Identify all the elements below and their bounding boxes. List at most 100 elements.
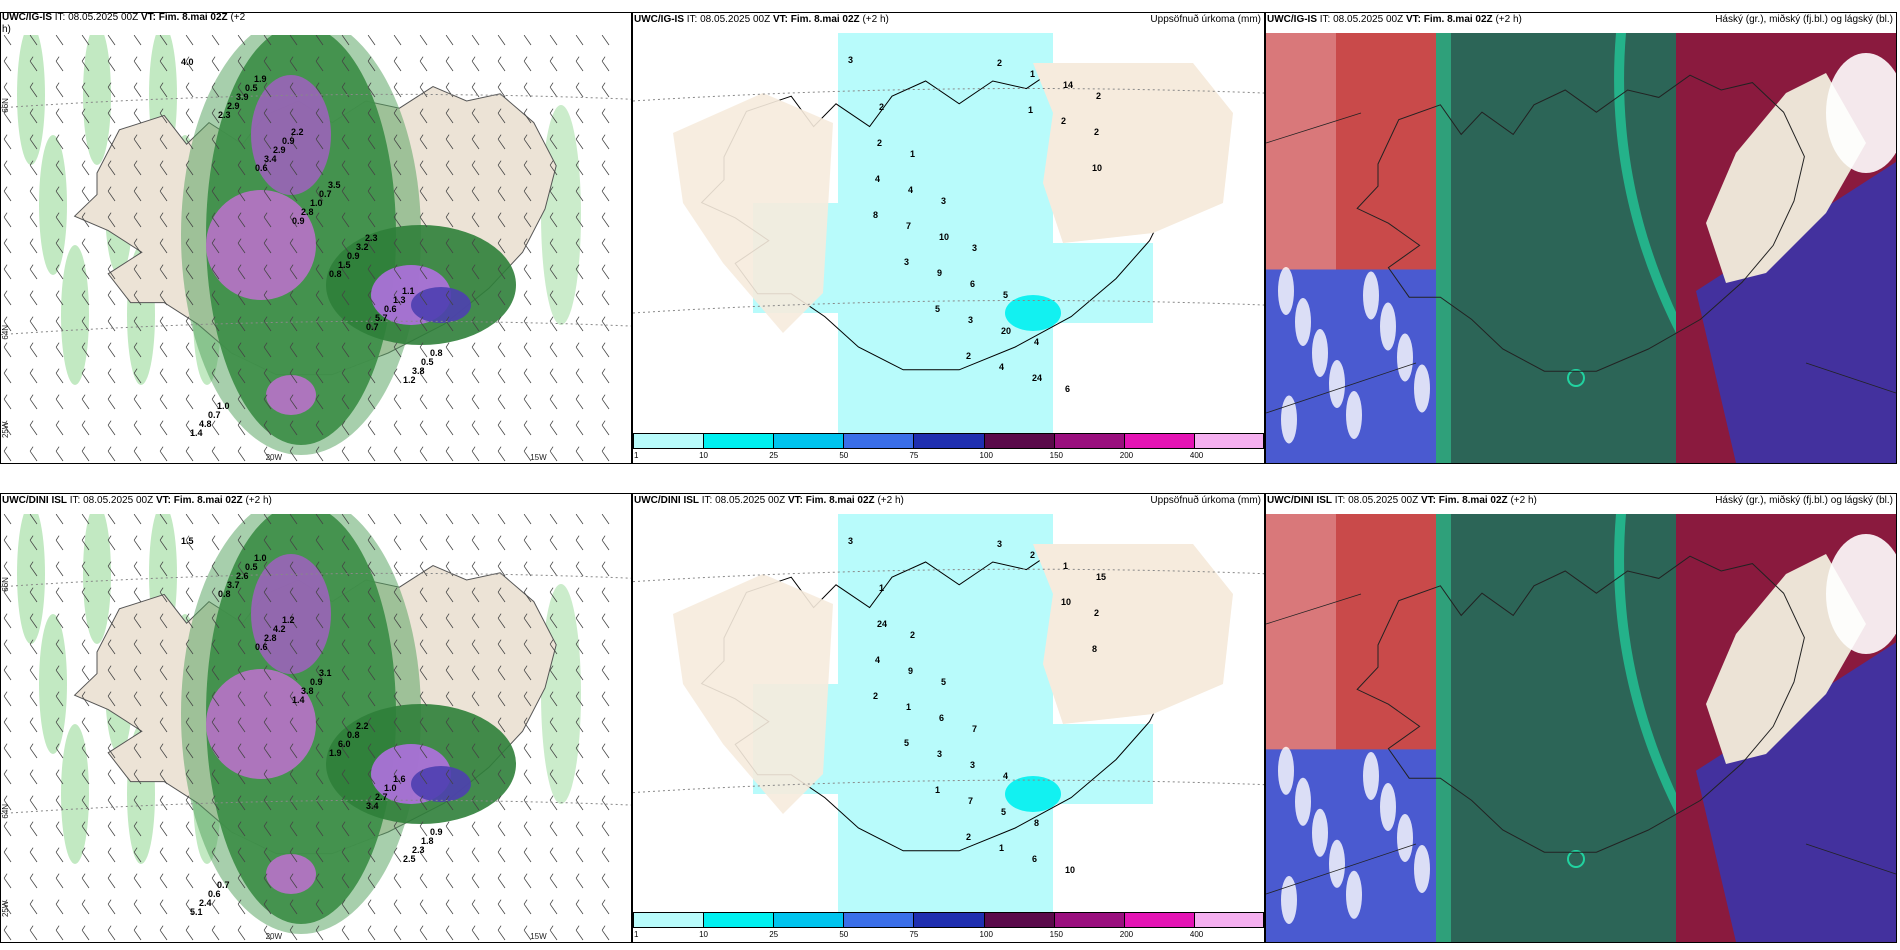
accum-label: 6 [939,713,944,723]
wind-barb [523,160,532,176]
accum-label: 5 [941,677,946,687]
accum-label: 7 [968,796,973,806]
wind-barb [237,587,246,603]
wind-barb [497,290,506,306]
wind-barb [159,535,168,551]
wind-barb [523,665,532,681]
wind-barb [575,717,584,733]
wind-barb [159,587,168,603]
wind-barb [419,691,428,707]
wind-barb [367,264,376,280]
wind-barb [523,108,532,124]
cloud-cover-map [1266,33,1896,463]
wind-barb [315,899,324,915]
wind-barb [185,160,194,176]
accum-label: 10 [939,232,949,242]
wind-barb [55,56,64,72]
cloud-gap [1397,814,1413,862]
wind-barb [601,160,610,176]
wind-barb [393,316,402,332]
lon-label: 25W [1,900,10,917]
wind-barb [549,665,558,681]
colorbar [633,433,1264,449]
wind-barb [133,821,142,837]
wind-barb [133,82,142,98]
wind-barb [289,368,298,384]
wind-barb [237,134,246,150]
wind-barb [367,613,376,629]
wind-barb [29,665,38,681]
wind-barb [471,290,480,306]
wind-barb [159,368,168,384]
wind-barb [601,82,610,98]
accum-precip-map: 3 2 1 3 3 5 4 6 2 2 4 10 6 20 24 14 2 4 7 9 3 4 1 2 10 8 3 5 2 2 1 [633,33,1264,433]
wind-barb [3,665,12,681]
wind-barb [133,847,142,863]
wind-barb [393,238,402,254]
wind-barb [55,186,64,202]
wind-barb [211,342,220,358]
wind-barb [471,264,480,280]
precip-area [206,190,316,300]
precip-label: 1.0 [384,783,397,793]
cloud-cover-map [1266,514,1896,942]
wind-barb [263,420,272,436]
precip-label: 4.0 [181,57,194,67]
wind-barb [263,290,272,306]
panel-bot-right: UWC/DINI ISL IT: 08.05.2025 00Z VT: Fim.… [1265,493,1897,943]
wind-barb [315,769,324,785]
wind-barb [133,134,142,150]
precip-label: 1.0 [254,553,267,563]
wind-barb [211,316,220,332]
wind-barb [341,847,350,863]
wind-barb [263,35,272,46]
precip-area [411,766,471,802]
wind-barb [159,160,168,176]
wind-barb [575,639,584,655]
wind-barb [3,290,12,306]
wind-barb [367,394,376,410]
wind-barb [497,899,506,915]
wind-barb [575,238,584,254]
wind-barb [237,316,246,332]
colorbar-ticks: 1 10 25 50 75 100 150 200 400 [633,451,1264,461]
wind-barb [393,56,402,72]
cloud-area [1266,33,1336,270]
cloud-gap [1826,534,1896,654]
wind-barb [133,717,142,733]
accum-label: 2 [910,630,915,640]
wind-barb [315,743,324,759]
wind-barb [3,35,12,46]
wind-barb [289,514,298,525]
wind-barb [133,238,142,254]
wind-barb [29,394,38,410]
wind-barb [523,212,532,228]
colorbar-swatch [983,912,1054,928]
wind-barb [159,394,168,410]
wind-barb [237,821,246,837]
wind-barb [497,514,506,525]
panel-title: UWC/IG-IS IT: 08.05.2025 00Z VT: Fim. 8.… [1267,14,1522,25]
precip-label: 1.0 [217,401,230,411]
wind-barb [315,821,324,837]
colorbar-swatch [1053,912,1124,928]
wind-barb [393,535,402,551]
wind-barb [29,587,38,603]
wind-barb [55,639,64,655]
precip-label: 0.6 [208,889,221,899]
wind-barb [107,108,116,124]
wind-barb [419,514,428,525]
wind-barb [341,691,350,707]
wind-barb [497,420,506,436]
cloud-feature [1567,850,1585,868]
wind-barb [419,56,428,72]
precip-label: 4.8 [199,419,212,429]
wind-barb [211,743,220,759]
wind-barb [263,368,272,384]
wind-barb [523,514,532,525]
wind-barb [601,665,610,681]
wind-barb [575,821,584,837]
wind-barb [29,925,38,941]
wind-barb [497,160,506,176]
wind-barb [419,665,428,681]
